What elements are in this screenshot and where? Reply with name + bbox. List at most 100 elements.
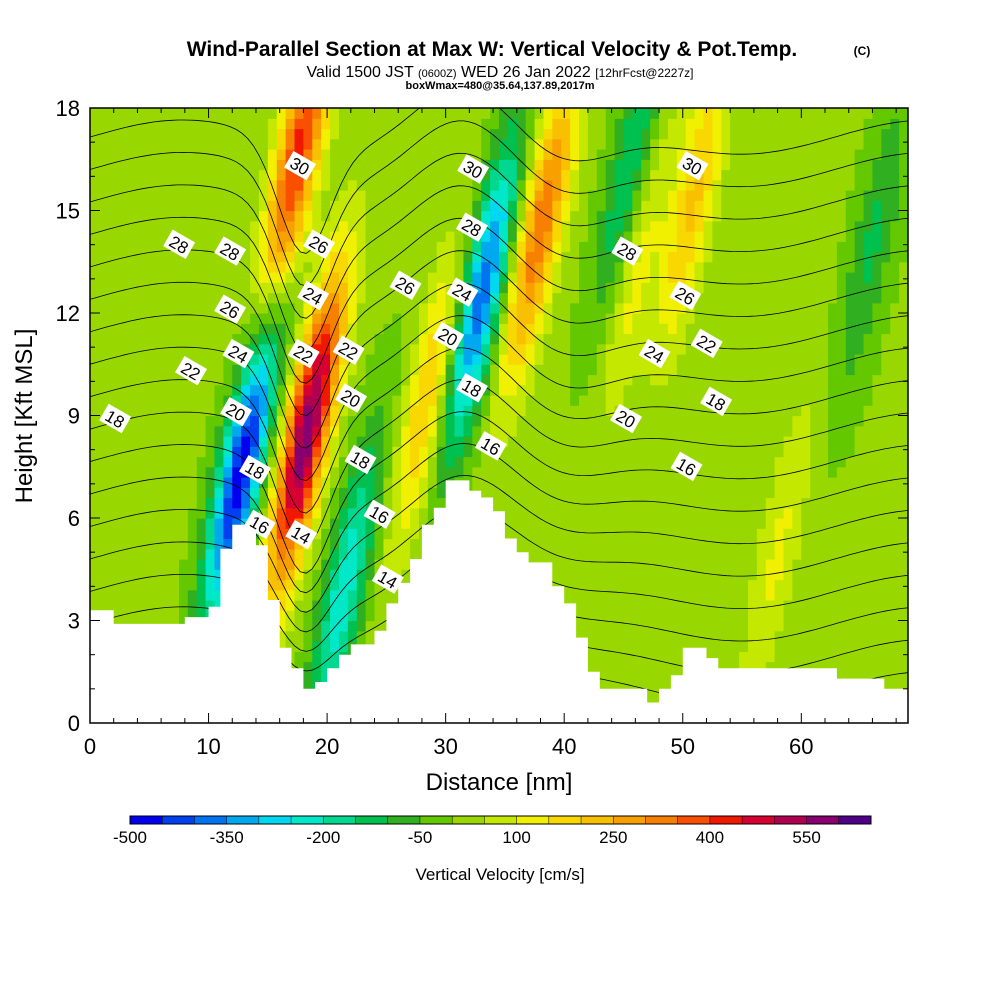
velocity-cell	[161, 323, 171, 335]
velocity-cell	[881, 292, 891, 304]
velocity-cell	[418, 200, 429, 212]
velocity-cell	[107, 282, 118, 294]
velocity-cell	[125, 456, 136, 468]
velocity-cell	[116, 179, 127, 191]
velocity-cell	[330, 630, 340, 642]
velocity-cell	[410, 210, 420, 222]
velocity-cell	[899, 395, 908, 406]
velocity-cell	[134, 528, 144, 540]
velocity-cell	[819, 374, 829, 386]
velocity-cell	[347, 251, 358, 263]
velocity-cell	[312, 415, 322, 427]
velocity-cell	[401, 528, 411, 540]
velocity-cell	[338, 579, 349, 591]
velocity-cell	[312, 518, 322, 529]
velocity-cell	[872, 251, 882, 263]
velocity-cell	[294, 507, 304, 519]
velocity-cell	[676, 641, 687, 652]
velocity-cell	[650, 190, 660, 201]
velocity-cell	[330, 313, 340, 324]
velocity-cell	[303, 600, 313, 611]
velocity-cell	[250, 190, 260, 201]
velocity-cell	[774, 364, 785, 376]
velocity-cell	[90, 384, 100, 396]
velocity-cell	[347, 364, 358, 376]
velocity-cell	[667, 589, 678, 601]
velocity-cell	[845, 446, 856, 458]
velocity-cell	[285, 446, 296, 458]
velocity-cell	[170, 190, 180, 201]
velocity-cell	[756, 651, 767, 663]
velocity-cell	[765, 518, 776, 529]
velocity-cell	[312, 354, 322, 365]
velocity-cell	[579, 425, 589, 437]
velocity-cell	[810, 600, 820, 611]
velocity-cell	[143, 538, 153, 550]
velocity-cell	[98, 600, 109, 611]
velocity-cell	[881, 548, 891, 560]
velocity-cell	[347, 374, 358, 386]
velocity-cell	[650, 313, 660, 324]
velocity-cell	[410, 343, 420, 355]
velocity-cell	[721, 436, 731, 447]
velocity-cell	[801, 528, 811, 540]
velocity-cell	[819, 313, 829, 324]
velocity-cell	[872, 333, 882, 345]
velocity-cell	[365, 620, 376, 632]
velocity-cell	[214, 589, 224, 601]
velocity-cell	[614, 579, 625, 591]
velocity-cell	[596, 323, 607, 335]
velocity-cell	[152, 610, 162, 622]
velocity-cell	[783, 261, 794, 273]
velocity-cell	[134, 466, 144, 478]
velocity-cell	[836, 456, 847, 468]
velocity-cell	[552, 425, 562, 437]
velocity-cell	[756, 507, 767, 519]
velocity-cell	[703, 415, 713, 427]
velocity-cell	[401, 507, 411, 519]
velocity-cell	[347, 220, 358, 232]
velocity-cell	[330, 241, 340, 253]
velocity-cell	[196, 272, 207, 283]
velocity-cell	[152, 528, 162, 540]
velocity-cell	[650, 630, 660, 642]
velocity-cell	[241, 333, 251, 345]
velocity-cell	[632, 507, 642, 519]
velocity-cell	[703, 436, 713, 447]
velocity-cell	[374, 446, 385, 458]
velocity-cell	[685, 559, 696, 570]
velocity-cell	[747, 323, 758, 335]
velocity-cell	[267, 456, 278, 468]
velocity-cell	[330, 661, 340, 673]
velocity-cell	[267, 169, 278, 181]
velocity-cell	[161, 190, 171, 201]
velocity-cell	[365, 589, 376, 601]
velocity-cell	[445, 302, 456, 314]
velocity-cell	[90, 436, 100, 447]
velocity-cell	[143, 518, 153, 529]
velocity-cell	[890, 343, 900, 355]
velocity-cell	[765, 610, 776, 622]
velocity-cell	[427, 169, 438, 181]
velocity-cell	[116, 548, 127, 560]
velocity-cell	[792, 241, 802, 253]
velocity-cell	[232, 497, 242, 509]
velocity-cell	[881, 200, 891, 212]
velocity-cell	[214, 425, 224, 437]
velocity-cell	[783, 405, 794, 417]
velocity-cell	[98, 241, 109, 253]
velocity-cell	[401, 477, 411, 488]
velocity-cell	[676, 405, 687, 417]
velocity-cell	[507, 333, 518, 345]
velocity-cell	[472, 466, 482, 478]
velocity-cell	[623, 354, 633, 365]
velocity-cell	[730, 600, 740, 611]
velocity-cell	[143, 436, 153, 447]
velocity-cell	[596, 538, 607, 550]
velocity-cell	[214, 169, 224, 181]
velocity-cell	[125, 528, 136, 540]
velocity-cell	[667, 630, 678, 642]
velocity-cell	[632, 569, 642, 581]
velocity-cell	[747, 200, 758, 212]
velocity-cell	[427, 354, 438, 365]
